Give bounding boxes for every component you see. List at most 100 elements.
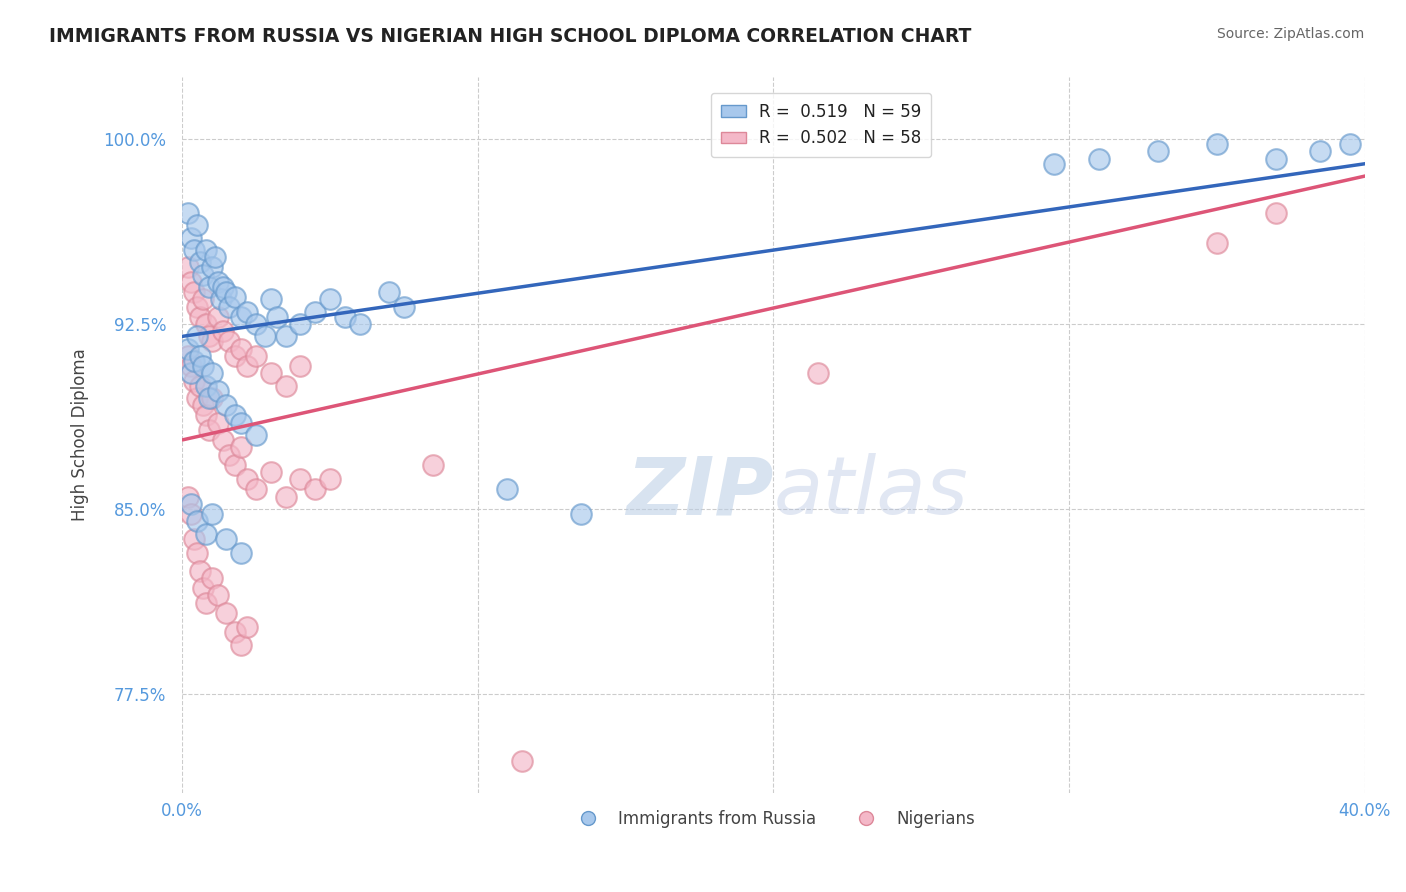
Point bbox=[212, 325, 235, 339]
Point bbox=[236, 359, 259, 373]
Point bbox=[183, 285, 205, 299]
Point bbox=[266, 310, 288, 324]
Point bbox=[378, 285, 401, 299]
Point bbox=[224, 349, 246, 363]
Point bbox=[186, 391, 208, 405]
Point bbox=[274, 378, 297, 392]
Point bbox=[212, 433, 235, 447]
Point bbox=[392, 300, 415, 314]
Point bbox=[207, 310, 229, 324]
Point bbox=[191, 581, 214, 595]
Point bbox=[290, 472, 312, 486]
Point bbox=[290, 359, 312, 373]
Point bbox=[333, 310, 356, 324]
Text: atlas: atlas bbox=[773, 453, 969, 532]
Point bbox=[236, 620, 259, 634]
Point bbox=[319, 293, 342, 307]
Point bbox=[231, 310, 253, 324]
Point bbox=[180, 359, 202, 373]
Point bbox=[215, 532, 238, 546]
Point bbox=[215, 606, 238, 620]
Point bbox=[207, 384, 229, 398]
Point bbox=[215, 285, 238, 299]
Point bbox=[191, 399, 214, 413]
Point bbox=[231, 546, 253, 560]
Point bbox=[1265, 206, 1288, 220]
Point bbox=[253, 329, 276, 343]
Point bbox=[177, 206, 200, 220]
Text: IMMIGRANTS FROM RUSSIA VS NIGERIAN HIGH SCHOOL DIPLOMA CORRELATION CHART: IMMIGRANTS FROM RUSSIA VS NIGERIAN HIGH … bbox=[49, 27, 972, 45]
Point bbox=[183, 374, 205, 388]
Point bbox=[177, 260, 200, 275]
Point bbox=[180, 367, 202, 381]
Point bbox=[191, 268, 214, 282]
Point bbox=[183, 532, 205, 546]
Point bbox=[201, 571, 224, 585]
Point bbox=[260, 465, 283, 479]
Point bbox=[186, 329, 208, 343]
Point bbox=[207, 275, 229, 289]
Point bbox=[209, 293, 232, 307]
Point bbox=[188, 310, 211, 324]
Point bbox=[177, 349, 200, 363]
Point bbox=[1146, 145, 1168, 159]
Point bbox=[188, 564, 211, 578]
Point bbox=[496, 483, 519, 497]
Point bbox=[201, 391, 224, 405]
Point bbox=[201, 367, 224, 381]
Point bbox=[1206, 136, 1229, 151]
Point bbox=[231, 441, 253, 455]
Point bbox=[191, 359, 214, 373]
Point bbox=[1265, 152, 1288, 166]
Point bbox=[180, 507, 202, 521]
Point bbox=[212, 280, 235, 294]
Point bbox=[319, 472, 342, 486]
Point bbox=[207, 416, 229, 430]
Point bbox=[236, 304, 259, 318]
Point bbox=[260, 367, 283, 381]
Point bbox=[304, 483, 326, 497]
Point bbox=[183, 354, 205, 368]
Point bbox=[201, 507, 224, 521]
Point bbox=[207, 588, 229, 602]
Point bbox=[197, 329, 219, 343]
Y-axis label: High School Diploma: High School Diploma bbox=[72, 349, 89, 522]
Point bbox=[245, 349, 267, 363]
Point bbox=[188, 349, 211, 363]
Point bbox=[274, 329, 297, 343]
Point bbox=[274, 490, 297, 504]
Point bbox=[1087, 152, 1109, 166]
Legend: Immigrants from Russia, Nigerians: Immigrants from Russia, Nigerians bbox=[565, 803, 981, 834]
Point bbox=[194, 526, 217, 541]
Point bbox=[1339, 136, 1361, 151]
Point bbox=[186, 514, 208, 528]
Point bbox=[186, 219, 208, 233]
Point bbox=[186, 300, 208, 314]
Point bbox=[218, 300, 240, 314]
Point bbox=[186, 546, 208, 560]
Text: Source: ZipAtlas.com: Source: ZipAtlas.com bbox=[1216, 27, 1364, 41]
Point bbox=[180, 275, 202, 289]
Point bbox=[349, 317, 371, 331]
Point bbox=[194, 378, 217, 392]
Point bbox=[194, 596, 217, 610]
Point bbox=[188, 255, 211, 269]
Point bbox=[218, 334, 240, 349]
Point bbox=[204, 251, 226, 265]
Point bbox=[194, 243, 217, 257]
Point bbox=[224, 458, 246, 472]
Point bbox=[197, 280, 219, 294]
Point bbox=[224, 290, 246, 304]
Point bbox=[231, 416, 253, 430]
Point bbox=[290, 317, 312, 331]
Point bbox=[180, 231, 202, 245]
Point bbox=[304, 304, 326, 318]
Point bbox=[194, 409, 217, 423]
Point bbox=[260, 293, 283, 307]
Point bbox=[510, 754, 533, 768]
Point bbox=[231, 342, 253, 356]
Point bbox=[191, 293, 214, 307]
Point bbox=[807, 367, 830, 381]
Point bbox=[224, 409, 246, 423]
Point bbox=[177, 490, 200, 504]
